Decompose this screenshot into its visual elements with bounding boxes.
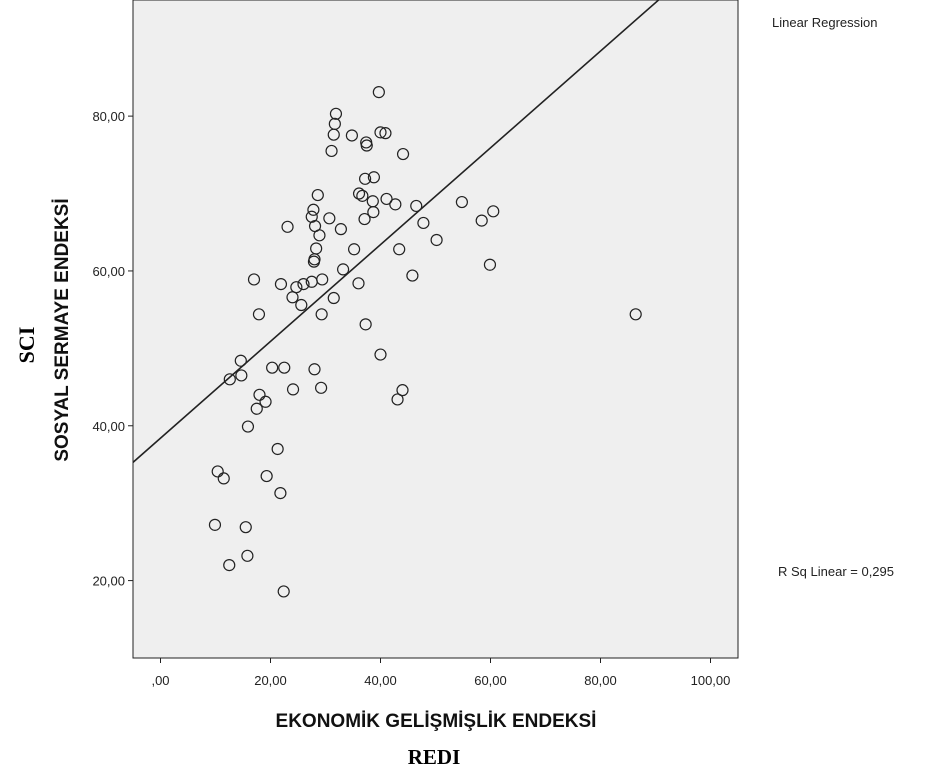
data-point [372, 86, 385, 99]
x-tick-label: ,00 [151, 673, 169, 688]
data-point [241, 549, 254, 562]
data-point [277, 585, 290, 598]
r-squared-label: R Sq Linear = 0,295 [778, 564, 894, 579]
data-point [278, 361, 291, 374]
data-point [374, 348, 387, 361]
y-axis-short-label: SCI [14, 327, 39, 364]
data-point [308, 363, 321, 376]
y-axis-ticks: 20,00 40,00 60,00 80,00 [92, 109, 133, 589]
data-point [295, 298, 308, 312]
y-tick-label: 20,00 [92, 574, 125, 589]
x-tick-label: 80,00 [584, 673, 617, 688]
data-point [367, 206, 380, 219]
data-point [352, 277, 365, 290]
data-point [307, 255, 321, 268]
data-point [475, 214, 488, 227]
fit-line-label: Linear Regression [772, 15, 878, 30]
data-point [380, 192, 393, 206]
data-point [247, 273, 261, 286]
data-point [217, 472, 230, 485]
data-point [359, 318, 372, 331]
data-point [260, 469, 273, 483]
data-point [259, 395, 272, 408]
data-point [323, 212, 336, 225]
data-point [297, 278, 310, 291]
data-points [208, 86, 642, 598]
plot-area [132, 0, 739, 659]
data-point [358, 212, 371, 226]
data-point [235, 369, 248, 382]
y-tick-label: 60,00 [92, 264, 125, 279]
data-point [367, 171, 380, 184]
data-point [223, 559, 236, 572]
data-point [286, 291, 299, 304]
data-point [487, 205, 500, 218]
data-point [315, 381, 328, 394]
data-point [396, 147, 410, 161]
x-axis-short-label: REDI [408, 745, 461, 769]
data-point [334, 223, 347, 236]
data-point [483, 258, 497, 271]
data-point [360, 139, 373, 152]
data-point [391, 393, 404, 406]
data-point [252, 308, 266, 321]
data-point [359, 172, 372, 185]
data-point [327, 128, 340, 141]
data-point [389, 198, 402, 211]
data-point [629, 308, 642, 321]
data-point [223, 373, 236, 386]
data-point [253, 388, 266, 401]
data-point [417, 216, 430, 230]
data-point [274, 278, 288, 291]
data-point [356, 189, 369, 202]
data-point [234, 354, 247, 367]
data-point [250, 402, 263, 415]
data-point [410, 199, 423, 213]
data-point [208, 518, 222, 531]
data-point [325, 144, 338, 158]
regression-line [133, 0, 660, 463]
x-axis-ticks: ,00 20,00 40,00 60,00 80,00 100,00 [151, 658, 730, 688]
data-point [337, 263, 350, 276]
y-tick-label: 80,00 [92, 109, 125, 124]
data-point [396, 384, 409, 397]
data-point [241, 420, 255, 433]
x-tick-label: 60,00 [474, 673, 507, 688]
data-point [348, 243, 361, 256]
data-point [316, 273, 329, 286]
y-tick-label: 40,00 [92, 419, 125, 434]
data-point [430, 233, 443, 247]
x-tick-label: 20,00 [254, 673, 287, 688]
data-point [307, 203, 320, 216]
x-tick-label: 40,00 [364, 673, 397, 688]
data-point [345, 129, 358, 142]
y-axis-title: SOSYAL SERMAYE ENDEKSİ [52, 198, 73, 461]
data-point [313, 229, 326, 242]
data-point [211, 465, 224, 478]
fit-line-layer [133, 0, 660, 463]
data-point [266, 361, 279, 374]
data-point [406, 269, 419, 282]
data-point [379, 127, 392, 140]
data-point [239, 521, 252, 534]
data-point [374, 126, 387, 139]
data-point [455, 195, 468, 209]
data-point [315, 308, 328, 321]
data-point [281, 220, 294, 233]
data-point [329, 107, 343, 120]
x-axis-title: EKONOMİK GELİŞMİŞLİK ENDEKSİ [276, 711, 597, 732]
data-point [311, 188, 324, 202]
data-point [352, 187, 366, 200]
data-point [271, 442, 284, 456]
data-point [286, 383, 300, 396]
x-tick-label: 100,00 [691, 673, 731, 688]
data-point [327, 291, 340, 305]
data-point [274, 487, 287, 500]
data-point [393, 243, 406, 256]
